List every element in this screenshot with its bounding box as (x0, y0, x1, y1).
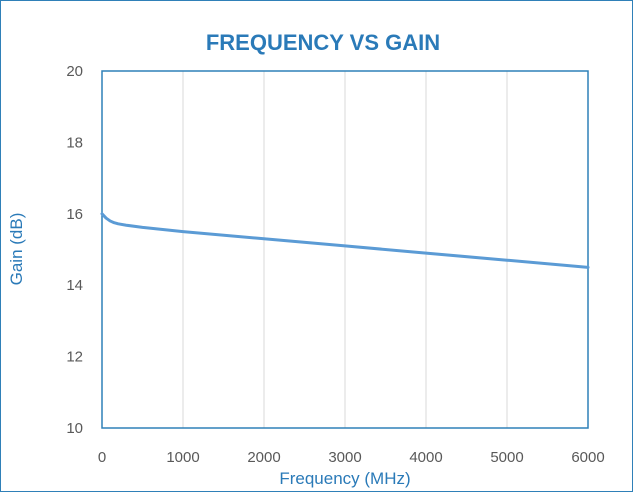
x-tick-label: 6000 (571, 449, 604, 466)
x-tick-labels: 0 1000 2000 3000 4000 5000 6000 (98, 449, 605, 466)
x-tick-label: 5000 (490, 449, 523, 466)
grid-lines (102, 71, 588, 428)
y-axis-label: Gain (dB) (7, 213, 26, 286)
y-tick-label: 20 (66, 63, 83, 80)
y-tick-label: 10 (66, 420, 83, 437)
x-tick-label: 2000 (247, 449, 280, 466)
chart-title: FREQUENCY VS GAIN (206, 30, 440, 55)
y-tick-label: 18 (66, 134, 83, 151)
x-tick-label: 1000 (166, 449, 199, 466)
x-tick-label: 0 (98, 449, 106, 466)
y-tick-labels: 10 12 14 16 18 20 (66, 63, 83, 437)
y-tick-label: 16 (66, 206, 83, 223)
x-axis-label: Frequency (MHz) (279, 469, 410, 488)
y-tick-label: 14 (66, 277, 83, 294)
y-tick-label: 12 (66, 349, 83, 366)
x-tick-label: 4000 (409, 449, 442, 466)
x-tick-label: 3000 (328, 449, 361, 466)
